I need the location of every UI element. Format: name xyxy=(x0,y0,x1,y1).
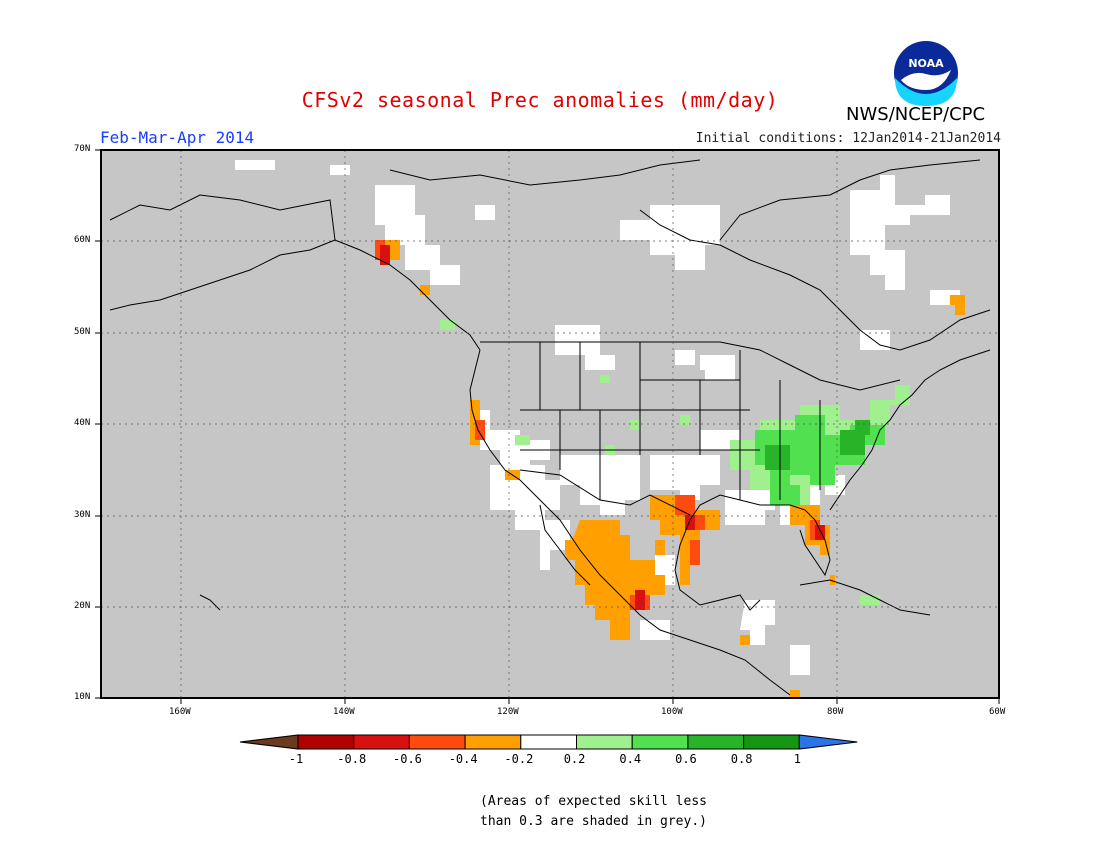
initial-conditions: Initial conditions: 12Jan2014-21Jan2014 xyxy=(695,131,1001,146)
colorbar-tick-label: 0.8 xyxy=(730,752,753,766)
lon-label-100w: 100W xyxy=(661,707,683,717)
skill-note: (Areas of expected skill less than 0.3 a… xyxy=(480,792,707,832)
lon-label-120w: 120W xyxy=(497,707,519,717)
axis-ticks xyxy=(95,149,1000,704)
colorbar-tick-label: -0.6 xyxy=(393,752,422,766)
political-borders xyxy=(480,341,901,516)
colorbar-tick-label: -0.4 xyxy=(448,752,478,766)
colorbar-tick-label: 0.4 xyxy=(619,752,642,766)
graticule xyxy=(101,150,999,698)
colorbar-tick-label: -0.8 xyxy=(337,752,367,766)
agency-label: NWS/NCEP/CPC xyxy=(846,104,986,125)
colorbar-tick-label: 1 xyxy=(793,752,801,766)
colorbar-tick-label: -1 xyxy=(288,752,304,766)
lat-label-20n: 20N xyxy=(74,601,91,611)
colorbar-tick-label: 0.6 xyxy=(675,752,697,766)
lat-label-40n: 40N xyxy=(74,418,91,428)
lon-label-140w: 140W xyxy=(333,707,355,717)
colorbar-tick-label: -0.2 xyxy=(504,752,534,766)
lon-label-160w: 160W xyxy=(169,707,191,717)
lon-label-60w: 60W xyxy=(989,707,1006,717)
skill-note-line2: than 0.3 are shaded in grey.) xyxy=(480,814,707,829)
wet-anomaly-dark-green xyxy=(765,420,870,470)
lat-label-70n: 70N xyxy=(74,144,91,154)
noaa-logo-text: NOAA xyxy=(908,57,944,70)
skill-note-line1: (Areas of expected skill less xyxy=(480,794,707,809)
lat-label-30n: 30N xyxy=(74,510,91,520)
forecast-period: Feb-Mar-Apr 2014 xyxy=(100,128,255,147)
lat-label-10n: 10N xyxy=(74,692,91,702)
noaa-logo: NOAA xyxy=(894,41,958,106)
colorbar-tick-label: 0.2 xyxy=(563,752,586,766)
lat-label-50n: 50N xyxy=(74,327,91,337)
lon-label-80w: 80W xyxy=(827,707,844,717)
lat-label-60n: 60N xyxy=(74,235,91,245)
chart-title: CFSv2 seasonal Prec anomalies (mm/day) xyxy=(301,88,779,112)
